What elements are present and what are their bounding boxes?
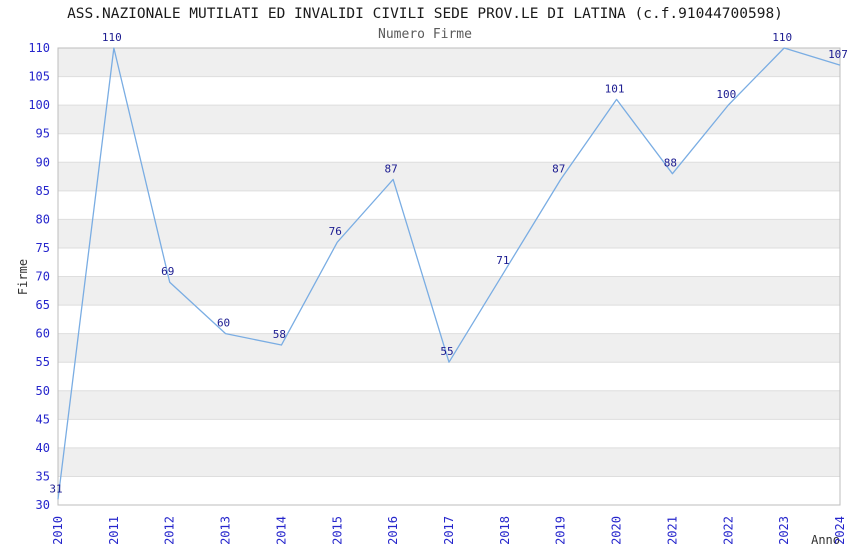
x-tick-label: 2015 <box>330 516 344 545</box>
x-tick-label: 2020 <box>610 516 624 545</box>
x-tick-label: 2011 <box>107 516 121 545</box>
y-tick-label: 55 <box>36 355 50 369</box>
x-tick-label: 2010 <box>51 516 65 545</box>
data-point-label: 55 <box>440 345 453 358</box>
y-tick-label: 65 <box>36 298 50 312</box>
data-point-label: 110 <box>102 31 122 44</box>
x-tick-label: 2016 <box>386 516 400 545</box>
data-point-label: 69 <box>161 265 174 278</box>
data-point-label: 87 <box>385 162 398 175</box>
y-tick-label: 80 <box>36 212 50 226</box>
data-point-label: 107 <box>828 48 848 61</box>
y-tick-label: 60 <box>36 327 50 341</box>
data-point-label: 100 <box>716 88 736 101</box>
y-tick-label: 30 <box>36 498 50 512</box>
y-tick-label: 35 <box>36 469 50 483</box>
data-point-label: 101 <box>605 82 625 95</box>
data-point-label: 60 <box>217 317 230 330</box>
plot-border <box>57 47 841 506</box>
data-point-label: 71 <box>496 254 509 267</box>
data-point-label: 87 <box>552 162 565 175</box>
x-tick-label: 2024 <box>833 516 847 545</box>
data-point-label: 110 <box>772 31 792 44</box>
x-tick-label: 2012 <box>163 516 177 545</box>
plot-band <box>58 162 840 191</box>
plot-band <box>58 219 840 248</box>
y-tick-label: 85 <box>36 184 50 198</box>
x-tick-label: 2022 <box>721 516 735 545</box>
chart-subtitle: Numero Firme <box>378 27 472 42</box>
data-point-label: 76 <box>329 225 342 238</box>
y-tick-label: 50 <box>36 384 50 398</box>
y-tick-label: 70 <box>36 270 50 284</box>
plot-band <box>58 48 840 77</box>
x-tick-label: 2017 <box>442 516 456 545</box>
data-point-label: 88 <box>664 157 677 170</box>
y-tick-label: 90 <box>36 155 50 169</box>
series-line <box>57 47 841 500</box>
plot-band <box>58 276 840 306</box>
data-point-label: 31 <box>49 482 62 495</box>
x-axis-title: Anno <box>811 533 840 547</box>
x-tick-label: 2021 <box>665 516 679 545</box>
plot-band <box>58 390 840 420</box>
y-tick-label: 75 <box>36 241 50 255</box>
plot-band <box>58 447 840 477</box>
y-tick-label: 45 <box>36 412 50 426</box>
y-tick-label: 40 <box>36 441 50 455</box>
x-tick-label: 2019 <box>554 516 568 545</box>
x-tick-label: 2023 <box>777 516 791 545</box>
chart-title: ASS.NAZIONALE MUTILATI ED INVALIDI CIVIL… <box>67 6 783 22</box>
plot-band <box>58 333 840 363</box>
x-tick-label: 2014 <box>274 516 288 545</box>
y-tick-label: 100 <box>28 98 50 112</box>
plot-band <box>58 105 840 134</box>
data-point-label: 58 <box>273 328 286 341</box>
y-tick-label: 110 <box>28 41 50 55</box>
y-tick-label: 95 <box>36 127 50 141</box>
x-tick-label: 2013 <box>219 516 233 545</box>
y-tick-label: 105 <box>28 70 50 84</box>
x-tick-label: 2018 <box>498 516 512 545</box>
